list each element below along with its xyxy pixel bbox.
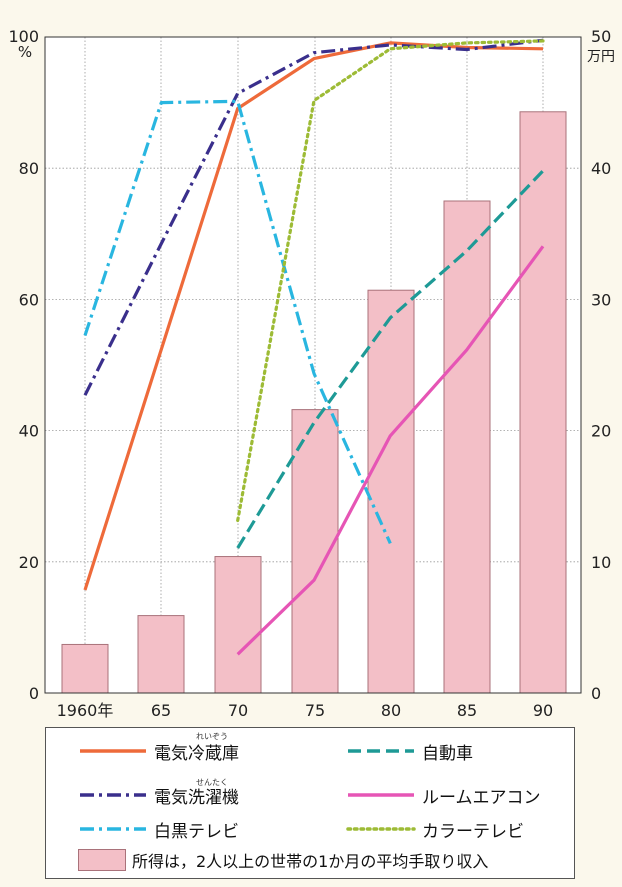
series-line-1 xyxy=(83,38,544,396)
left-tick-label: 40 xyxy=(19,422,39,441)
x-tick-label: 90 xyxy=(533,701,553,720)
x-tick-label: 75 xyxy=(305,701,325,720)
right-tick-label: 10 xyxy=(591,553,611,572)
legend-swatch-washer xyxy=(80,793,146,797)
x-tick-label: 65 xyxy=(151,701,171,720)
legend-swatch-car xyxy=(348,749,414,753)
x-tick-label: 1960年 xyxy=(57,701,114,720)
x-tick-label: 85 xyxy=(457,701,477,720)
legend-item-bw-tv: 白黒テレビ xyxy=(78,816,239,842)
legend-item-color-tv: カラーテレビ xyxy=(346,816,524,842)
legend-label-bw-tv: 白黒テレビ xyxy=(154,821,239,842)
legend-item-car: 自動車 xyxy=(346,738,473,764)
legend-item-refrigerator: 電気冷蔵庫 xyxy=(78,738,239,764)
legend-item-washer: 電気洗濯機 xyxy=(78,782,239,808)
legend-swatch-aircon xyxy=(348,793,414,797)
series-line-3 xyxy=(236,169,545,549)
right-tick-label: 30 xyxy=(591,290,611,309)
bar-70 xyxy=(214,556,262,694)
bar-75 xyxy=(291,409,339,694)
legend-item-aircon: ルームエアコン xyxy=(346,782,541,808)
left-axis-unit: % xyxy=(18,43,32,61)
right-axis-unit: 万円 xyxy=(587,49,615,65)
right-tick-label: 20 xyxy=(591,422,611,441)
legend-swatch-refrigerator xyxy=(80,749,146,753)
bar-90 xyxy=(519,111,567,694)
right-tick-label: 50 xyxy=(591,27,611,46)
left-tick-label: 100 xyxy=(8,27,39,46)
x-tick-label: 70 xyxy=(228,701,248,720)
furigana-sentaku: せんたく xyxy=(196,778,228,787)
series-line-0 xyxy=(83,41,544,591)
legend-label-refrigerator: 電気冷蔵庫 xyxy=(154,743,239,764)
legend-item-income: 所得は，2人以上の世帯の1か月の平均手取り収入 xyxy=(78,848,488,872)
bar-65 xyxy=(137,615,185,694)
legend-label-washer: 電気洗濯機 xyxy=(154,787,239,808)
right-tick-label: 40 xyxy=(591,159,611,178)
series-line-4 xyxy=(236,245,545,656)
series-line-5 xyxy=(236,39,545,523)
left-tick-label: 20 xyxy=(19,553,39,572)
right-tick-label: 0 xyxy=(591,684,601,703)
plot-frame xyxy=(44,36,582,694)
legend-swatch-bw-tv xyxy=(80,827,146,831)
legend-swatch-income xyxy=(78,849,126,871)
left-tick-label: 80 xyxy=(19,159,39,178)
legend-label-income: 所得は，2人以上の世帯の1か月の平均手取り収入 xyxy=(132,852,489,871)
legend-swatch-color-tv xyxy=(346,827,416,831)
legend-label-aircon: ルームエアコン xyxy=(422,787,541,808)
x-tick-label: 80 xyxy=(381,701,401,720)
furigana-reizou: れいぞう xyxy=(196,732,228,741)
bar-80 xyxy=(367,289,415,694)
bar-85 xyxy=(443,200,491,694)
legend-label-color-tv: カラーテレビ xyxy=(422,821,524,842)
left-tick-label: 0 xyxy=(29,684,39,703)
series-line-2 xyxy=(83,99,392,545)
legend-label-car: 自動車 xyxy=(422,743,473,764)
chart: 0 20 40 60 80 100% 0 10 20 30 40 50 万円 1960年 65 70 75 80 8… xyxy=(8,27,615,720)
legend: れいぞう せんたく 電気冷蔵庫 自動車 電気洗濯機 ルームエアコン 白黒テレビ … xyxy=(45,727,575,879)
left-tick-label: 60 xyxy=(19,290,39,309)
bar-1960年 xyxy=(61,643,109,694)
